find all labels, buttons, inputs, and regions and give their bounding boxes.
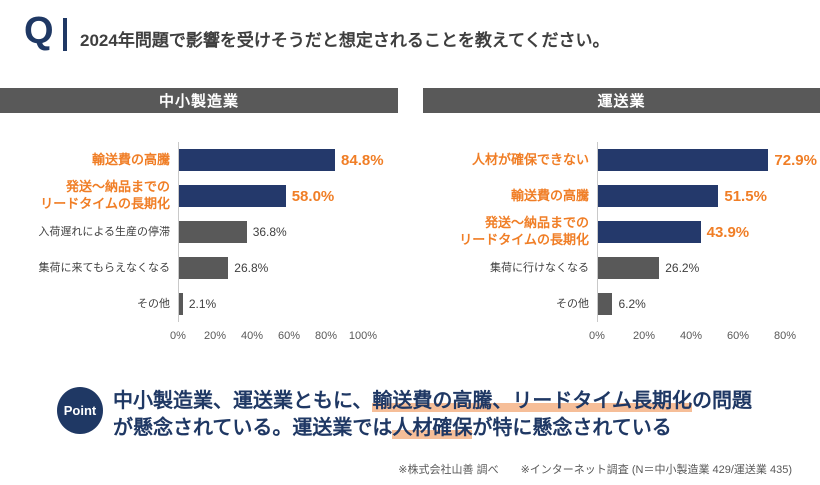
axis-tick: 40% xyxy=(240,330,264,342)
axis-tick: 80% xyxy=(773,330,797,342)
category-label: 集荷に来てもらえなくなる xyxy=(38,261,170,274)
value-label: 26.2% xyxy=(665,261,700,275)
axis-tick: 0% xyxy=(589,330,605,342)
point-text: 中小製造業、運送業ともに、輸送費の高騰、リードタイム長期化の問題が懸念されている… xyxy=(113,388,803,442)
value-label: 51.5% xyxy=(724,187,767,205)
chart-row: 入荷遅れによる生産の停滞 36.8% xyxy=(0,214,410,250)
point-plain-text: が特に懸念されている xyxy=(472,417,672,439)
plot-area: 26.8% xyxy=(178,250,363,286)
chart-row: 発送〜納品までの リードタイムの長期化 58.0% xyxy=(0,178,410,214)
q-divider xyxy=(63,18,67,51)
chart-row: その他 2.1% xyxy=(0,286,410,322)
bar xyxy=(179,221,247,243)
bar xyxy=(598,293,613,315)
axis-tick: 0% xyxy=(170,330,186,342)
plot-area: 51.5% xyxy=(597,178,785,214)
point-plain-text: 中小製造業、運送業ともに、 xyxy=(113,390,373,412)
bar xyxy=(179,149,336,171)
chart-manufacturing: 輸送費の高騰 84.8% 発送〜納品までの リードタイムの長期化 58.0% 入荷遅れに… xyxy=(0,142,410,348)
chart-row: 集荷に行けなくなる 26.2% xyxy=(410,250,820,286)
point-highlighted-text: 輸送費の高騰、リードタイム長期化 xyxy=(372,390,693,412)
bar xyxy=(598,149,769,171)
chart-row: 輸送費の高騰 51.5% xyxy=(410,178,820,214)
axis-tick: 80% xyxy=(314,330,338,342)
bar xyxy=(598,185,719,207)
chart-title-transport: 運送業 xyxy=(423,88,820,113)
category-label: 発送〜納品までの リードタイムの長期化 xyxy=(459,215,589,247)
chart-row: その他 6.2% xyxy=(410,286,820,322)
point-highlighted-text: 人材確保 xyxy=(392,417,473,439)
bar xyxy=(179,185,286,207)
x-axis-ticks: 0% 20% 40% 60% 80% xyxy=(589,330,796,348)
bar xyxy=(179,257,229,279)
category-label: 輸送費の高騰 xyxy=(91,151,170,167)
value-label: 72.9% xyxy=(774,151,817,169)
chart-row: 輸送費の高騰 84.8% xyxy=(0,142,410,178)
value-label: 26.8% xyxy=(234,261,269,275)
value-label: 6.2% xyxy=(618,297,646,311)
q-mark: Q xyxy=(24,10,54,52)
value-label: 84.8% xyxy=(341,151,384,169)
plot-area: 6.2% xyxy=(597,286,785,322)
value-label: 58.0% xyxy=(291,187,335,205)
point-badge: Point xyxy=(57,387,103,434)
plot-area: 36.8% xyxy=(178,214,363,250)
category-label: 発送〜納品までの リードタイムの長期化 xyxy=(40,179,170,211)
plot-area: 43.9% xyxy=(597,214,785,250)
plot-area: 72.9% xyxy=(597,142,817,178)
x-axis-ticks: 0% 20% 40% 60% 80% 100% xyxy=(170,330,377,348)
bar xyxy=(598,257,660,279)
value-label: 2.1% xyxy=(188,297,217,311)
category-label: 人材が確保できない xyxy=(471,151,589,167)
bar xyxy=(179,293,183,315)
question-title: 2024年問題で影響を受けそうだと想定されることを教えてください。 xyxy=(80,31,610,50)
chart-row: 発送〜納品までの リードタイムの長期化 43.9% xyxy=(410,214,820,250)
axis-tick: 100% xyxy=(348,330,378,342)
bar xyxy=(598,221,701,243)
chart-title-manufacturing: 中小製造業 xyxy=(0,88,398,113)
chart-row: 集荷に来てもらえなくなる 26.8% xyxy=(0,250,410,286)
source-note: ※株式会社山善 調べ ※インターネット調査 (N＝中小製造業 429/運送業 4… xyxy=(398,464,792,476)
plot-area: 26.2% xyxy=(597,250,785,286)
axis-tick: 40% xyxy=(679,330,703,342)
plot-area: 2.1% xyxy=(178,286,363,322)
axis-tick: 20% xyxy=(632,330,656,342)
category-label: その他 xyxy=(556,297,589,310)
plot-area: 84.8% xyxy=(178,142,384,178)
axis-tick: 60% xyxy=(277,330,301,342)
axis-tick: 20% xyxy=(203,330,227,342)
category-label: 集荷に行けなくなる xyxy=(490,261,589,274)
category-label: その他 xyxy=(137,297,170,310)
point-plain-text: の問題 xyxy=(692,390,753,412)
chart-transport: 人材が確保できない 72.9% 輸送費の高騰 51.5% 発送〜納品までの リードタイム… xyxy=(410,142,820,348)
point-plain-text: が懸念されている。運送業では xyxy=(113,417,393,439)
plot-area: 58.0% xyxy=(178,178,363,214)
value-label: 43.9% xyxy=(706,223,750,241)
chart-row: 人材が確保できない 72.9% xyxy=(410,142,820,178)
category-label: 入荷遅れによる生産の停滞 xyxy=(38,225,170,238)
axis-tick: 60% xyxy=(726,330,750,342)
value-label: 36.8% xyxy=(252,225,287,239)
category-label: 輸送費の高騰 xyxy=(510,187,589,203)
